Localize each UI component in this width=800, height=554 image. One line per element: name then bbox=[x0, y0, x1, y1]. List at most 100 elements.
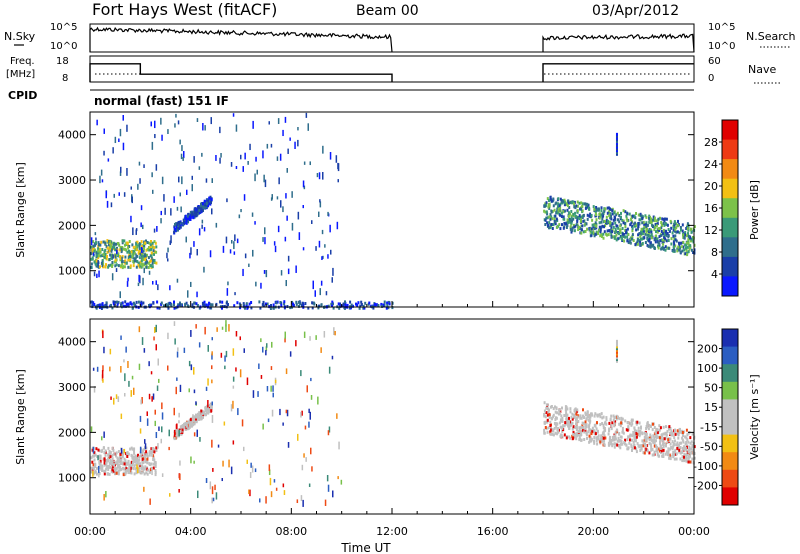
data-cell bbox=[676, 441, 679, 445]
data-cell bbox=[549, 217, 552, 221]
data-cell bbox=[220, 352, 223, 358]
data-cell bbox=[332, 302, 334, 306]
data-cell bbox=[648, 231, 651, 235]
data-cell bbox=[572, 223, 575, 227]
data-cell bbox=[179, 225, 182, 229]
data-cell bbox=[662, 452, 665, 456]
data-cell bbox=[152, 393, 155, 400]
data-cell bbox=[565, 226, 568, 229]
data-cell bbox=[161, 473, 164, 478]
data-cell bbox=[176, 433, 179, 437]
data-cell bbox=[620, 235, 623, 239]
data-cell bbox=[130, 215, 132, 223]
data-cell bbox=[649, 433, 652, 437]
data-cell bbox=[655, 439, 657, 443]
data-cell bbox=[153, 448, 155, 452]
data-cell bbox=[670, 433, 673, 437]
data-cell bbox=[108, 472, 111, 476]
data-cell bbox=[317, 396, 319, 405]
data-cell bbox=[570, 216, 573, 220]
data-cell bbox=[599, 230, 602, 234]
data-cell bbox=[557, 208, 560, 212]
data-cell bbox=[616, 211, 619, 215]
data-cell bbox=[183, 151, 185, 159]
data-cell bbox=[135, 300, 138, 304]
data-cell bbox=[567, 215, 570, 218]
data-cell bbox=[558, 421, 561, 425]
data-cell bbox=[682, 245, 685, 249]
data-cell bbox=[676, 429, 679, 433]
data-cell bbox=[650, 230, 653, 234]
data-cell bbox=[200, 409, 203, 413]
noise-left-tick-bottom: 10^0 bbox=[50, 41, 77, 52]
data-cell bbox=[587, 430, 590, 434]
colorbar-tick-label: 12 bbox=[704, 224, 718, 237]
data-cell bbox=[688, 452, 691, 456]
data-cell bbox=[204, 203, 207, 207]
data-cell bbox=[183, 220, 185, 224]
data-cell bbox=[250, 306, 253, 310]
data-cell bbox=[125, 261, 128, 265]
data-cell bbox=[676, 230, 679, 234]
data-cell bbox=[139, 470, 142, 474]
data-cell bbox=[689, 244, 692, 248]
data-cell bbox=[574, 407, 577, 411]
data-cell bbox=[651, 447, 654, 451]
data-cell bbox=[107, 446, 110, 450]
data-cell bbox=[239, 306, 242, 310]
data-cell bbox=[91, 257, 94, 261]
data-cell bbox=[611, 209, 614, 213]
data-cell bbox=[318, 240, 321, 248]
data-cell bbox=[98, 270, 100, 278]
data-cell bbox=[129, 266, 132, 269]
data-cell bbox=[131, 196, 133, 204]
data-cell bbox=[270, 491, 273, 498]
data-cell bbox=[545, 210, 548, 214]
data-cell bbox=[183, 426, 186, 430]
data-cell bbox=[109, 455, 112, 459]
data-cell bbox=[152, 301, 155, 305]
data-cell bbox=[684, 442, 687, 446]
data-cell bbox=[123, 359, 125, 363]
data-cell bbox=[619, 435, 622, 439]
data-cell bbox=[120, 166, 122, 173]
data-cell bbox=[234, 234, 236, 242]
data-cell bbox=[98, 460, 101, 464]
data-cell bbox=[617, 415, 619, 419]
data-cell bbox=[291, 302, 294, 306]
data-cell bbox=[692, 449, 695, 452]
data-cell bbox=[93, 451, 96, 455]
data-cell bbox=[108, 249, 111, 253]
data-cell bbox=[140, 302, 143, 306]
data-cell bbox=[94, 465, 97, 469]
data-cell bbox=[674, 432, 677, 436]
data-cell bbox=[581, 428, 584, 432]
data-cell bbox=[201, 202, 204, 206]
data-cell bbox=[655, 432, 658, 436]
freq-left-tick-top: 18 bbox=[56, 56, 69, 67]
data-cell bbox=[589, 419, 592, 423]
data-cell bbox=[550, 215, 553, 219]
data-cell bbox=[144, 261, 147, 265]
data-cell bbox=[639, 218, 642, 222]
time-tick-label: 00:00 bbox=[74, 525, 106, 538]
data-cell bbox=[179, 223, 182, 226]
data-cell bbox=[629, 438, 631, 442]
data-cell bbox=[141, 251, 144, 255]
colorbar-segment bbox=[722, 469, 738, 488]
data-cell bbox=[177, 221, 180, 225]
data-cell bbox=[585, 425, 588, 429]
data-cell bbox=[633, 443, 636, 447]
data-cell bbox=[650, 243, 653, 247]
data-cell bbox=[125, 346, 127, 353]
data-cell bbox=[642, 229, 645, 233]
data-cell bbox=[667, 447, 670, 451]
data-cell bbox=[580, 438, 583, 442]
data-cell bbox=[306, 385, 308, 393]
data-cell bbox=[602, 431, 605, 435]
data-cell bbox=[96, 455, 99, 458]
data-cell bbox=[97, 260, 99, 267]
data-cell bbox=[584, 420, 587, 424]
data-cell bbox=[116, 249, 118, 255]
data-cell bbox=[614, 431, 617, 435]
